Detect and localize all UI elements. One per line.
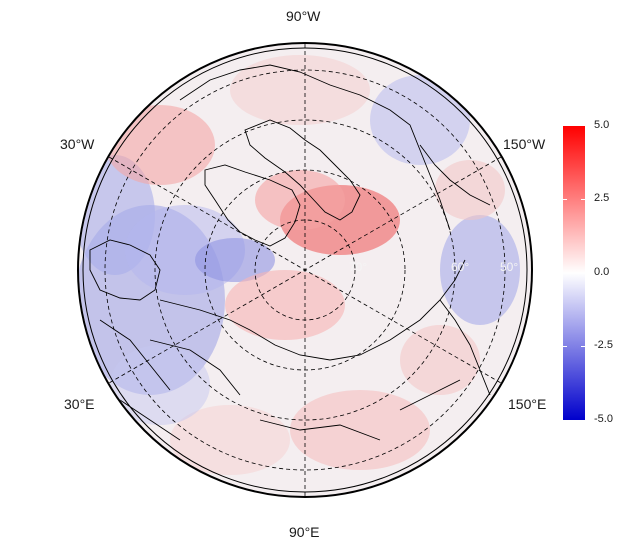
colorbar-label-2-5: 2.5 <box>594 192 610 204</box>
lon-label-90e: 90°E <box>289 524 320 540</box>
greenland-outline <box>204 164 301 247</box>
lon-label-150e: 150°E <box>508 396 547 412</box>
latitude-circle-50 <box>104 69 506 471</box>
colorbar-label-0: 0.0 <box>594 266 610 278</box>
lon-label-150w: 150°W <box>503 136 546 152</box>
latitude-circle-60 <box>154 119 456 421</box>
lat-label-50: 50° <box>500 260 519 274</box>
lat-label-70: 70° <box>349 260 368 274</box>
colorbar-label-5: 5.0 <box>594 119 610 131</box>
colorbar-label-neg-5: -5.0 <box>594 413 613 425</box>
land-outlines <box>89 64 491 441</box>
scandinavia-outline <box>89 239 161 301</box>
meridians <box>108 44 502 496</box>
russia-far-east-coast <box>439 299 491 396</box>
map-frame-outer <box>77 42 533 498</box>
lon-label-30e: 30°E <box>64 396 95 412</box>
lon-label-30w: 30°W <box>60 136 95 152</box>
north-america-coast <box>179 64 451 231</box>
colorbar-ramp <box>563 126 585 420</box>
colorbar-ticks <box>563 199 585 347</box>
map-frame-inner <box>82 47 528 493</box>
colorbar-label-neg-2-5: -2.5 <box>594 339 613 351</box>
meridian-150w-30e <box>108 156 502 384</box>
lon-label-90w: 90°W <box>286 8 321 24</box>
canadian-archipelago-outline <box>244 119 361 221</box>
alaska-coast <box>419 144 491 206</box>
eurasia-inland-borders <box>99 319 461 441</box>
lat-label-60: 60° <box>451 260 470 274</box>
